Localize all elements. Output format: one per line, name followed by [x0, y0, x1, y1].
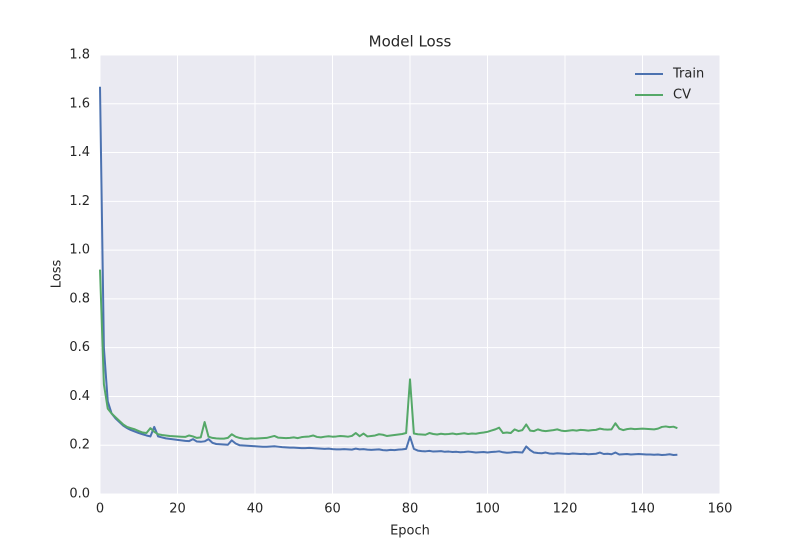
- x-tick-label: 100: [475, 502, 500, 517]
- line-series: [99, 86, 678, 456]
- y-axis-label: Loss: [50, 260, 65, 289]
- x-tick-label: 40: [247, 502, 264, 517]
- y-tick-label: 1.6: [69, 96, 90, 111]
- legend-label: CV: [673, 88, 691, 103]
- y-tick-label: 0.4: [69, 389, 90, 404]
- chart-title: Model Loss: [369, 33, 452, 51]
- x-tick-label: 20: [169, 502, 186, 517]
- y-tick-label: 0.8: [69, 291, 90, 306]
- x-tick-label: 160: [708, 502, 733, 517]
- x-tick-label: 140: [630, 502, 655, 517]
- y-tick-label: 1.0: [69, 243, 90, 258]
- x-tick-label: 80: [402, 502, 419, 517]
- legend-label: Train: [672, 67, 704, 82]
- x-axis-label: Epoch: [390, 524, 430, 539]
- x-tick-label: 60: [324, 502, 341, 517]
- y-tick-label: 0.2: [69, 438, 90, 453]
- y-tick-label: 1.2: [69, 194, 90, 209]
- x-tick-label: 0: [96, 502, 104, 517]
- x-tick-label: 120: [553, 502, 578, 517]
- y-tick-label: 1.4: [69, 145, 90, 160]
- y-tick-label: 0.0: [69, 487, 90, 502]
- y-tick-label: 0.6: [69, 340, 90, 355]
- y-tick-label: 1.8: [69, 48, 90, 63]
- line-series: [99, 269, 678, 440]
